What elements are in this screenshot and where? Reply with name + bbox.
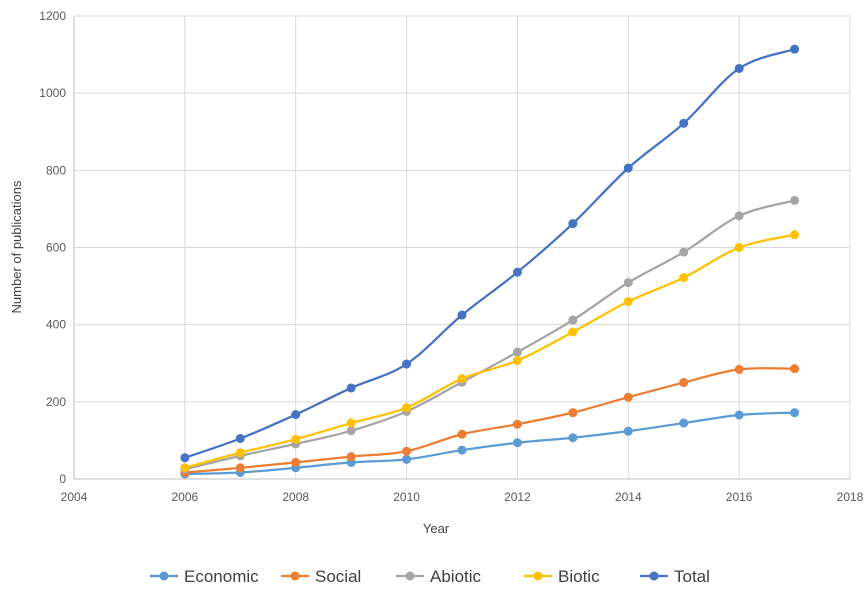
legend: Economic Social Abiotic Biotic Total xyxy=(150,567,710,586)
data-point-biotic xyxy=(790,230,800,240)
data-point-social xyxy=(679,378,689,388)
data-point-economic xyxy=(734,410,744,420)
data-point-economic xyxy=(512,438,522,448)
data-point-biotic xyxy=(346,418,356,428)
data-point-abiotic xyxy=(512,347,522,357)
series-biotic xyxy=(180,230,800,473)
data-point-total xyxy=(568,219,578,229)
legend-item-total: Total xyxy=(640,567,710,586)
series-total xyxy=(180,44,800,463)
legend-label-total: Total xyxy=(674,567,710,586)
data-point-biotic xyxy=(235,448,245,458)
data-point-total xyxy=(235,433,245,443)
data-point-total xyxy=(402,359,412,369)
series-line-social xyxy=(184,367,795,474)
series-abiotic xyxy=(180,195,800,474)
data-point-total xyxy=(790,44,800,54)
y-tick-label: 1000 xyxy=(39,86,66,100)
data-point-economic xyxy=(679,418,689,428)
data-point-abiotic xyxy=(790,195,800,205)
data-point-social xyxy=(734,364,744,374)
data-point-social xyxy=(457,429,467,439)
series-line-biotic xyxy=(184,233,795,469)
data-point-abiotic xyxy=(623,278,633,288)
data-point-abiotic xyxy=(346,426,356,436)
legend-item-biotic: Biotic xyxy=(524,567,600,586)
series-lines xyxy=(180,44,800,479)
x-tick-label: 2014 xyxy=(615,490,642,504)
x-tick-label: 2018 xyxy=(837,490,864,504)
data-point-economic xyxy=(623,426,633,436)
data-point-biotic xyxy=(679,273,689,283)
legend-marker-total xyxy=(649,571,659,581)
data-point-social xyxy=(790,364,800,374)
data-point-biotic xyxy=(623,297,633,307)
y-tick-label: 0 xyxy=(59,472,66,486)
data-point-economic xyxy=(402,454,412,464)
gridlines xyxy=(73,15,851,480)
legend-marker-social xyxy=(290,571,300,581)
data-point-abiotic xyxy=(679,247,689,257)
legend-marker-biotic xyxy=(533,571,543,581)
series-economic xyxy=(180,408,800,479)
data-point-total xyxy=(346,383,356,393)
data-point-total xyxy=(623,163,633,173)
data-point-social xyxy=(568,408,578,418)
y-tick-label: 200 xyxy=(46,395,66,409)
data-point-social xyxy=(291,457,301,467)
data-point-total xyxy=(291,410,301,420)
data-point-economic xyxy=(568,433,578,443)
legend-label-biotic: Biotic xyxy=(558,567,600,586)
y-axis-title: Number of publications xyxy=(9,180,24,313)
data-point-biotic xyxy=(568,327,578,337)
data-point-social xyxy=(512,419,522,429)
x-tick-label: 2010 xyxy=(393,490,420,504)
legend-label-abiotic: Abiotic xyxy=(430,567,482,586)
data-point-biotic xyxy=(457,374,467,384)
data-point-total xyxy=(512,267,522,277)
x-axis-title: Year xyxy=(423,521,450,536)
series-line-total xyxy=(184,48,795,459)
y-tick-label: 600 xyxy=(46,241,66,255)
axes: 0 200 400 600 800 1000 1200 2004 2006 2008 2010 201… xyxy=(39,9,863,504)
data-point-biotic xyxy=(734,243,744,252)
data-point-total xyxy=(180,453,190,463)
data-point-total xyxy=(734,63,744,73)
x-tick-label: 2012 xyxy=(504,490,531,504)
legend-item-economic: Economic xyxy=(150,567,259,586)
legend-marker-abiotic xyxy=(405,571,415,581)
x-tick-label: 2004 xyxy=(61,490,88,504)
x-tick-label: 2006 xyxy=(172,490,199,504)
data-point-social xyxy=(346,452,356,462)
data-point-social xyxy=(235,463,245,473)
data-point-biotic xyxy=(512,356,522,366)
data-point-biotic xyxy=(402,403,412,413)
data-point-abiotic xyxy=(568,315,578,325)
data-point-biotic xyxy=(291,434,301,444)
data-point-abiotic xyxy=(734,211,744,221)
data-point-economic xyxy=(457,445,467,455)
legend-label-economic: Economic xyxy=(184,567,259,586)
data-point-total xyxy=(679,118,689,128)
data-point-total xyxy=(457,310,467,320)
y-tick-label: 800 xyxy=(46,163,66,177)
x-tick-label: 2008 xyxy=(282,490,309,504)
y-tick-label: 1200 xyxy=(39,9,66,23)
legend-label-social: Social xyxy=(315,567,361,586)
y-tick-label: 400 xyxy=(46,318,66,332)
legend-item-social: Social xyxy=(281,567,361,586)
legend-item-abiotic: Abiotic xyxy=(396,567,482,586)
data-point-social xyxy=(402,446,412,456)
legend-marker-economic xyxy=(159,571,169,581)
series-line-economic xyxy=(184,411,795,476)
data-point-economic xyxy=(790,408,800,418)
data-point-biotic xyxy=(180,463,190,473)
data-point-social xyxy=(623,392,633,402)
x-tick-label: 2016 xyxy=(726,490,753,504)
